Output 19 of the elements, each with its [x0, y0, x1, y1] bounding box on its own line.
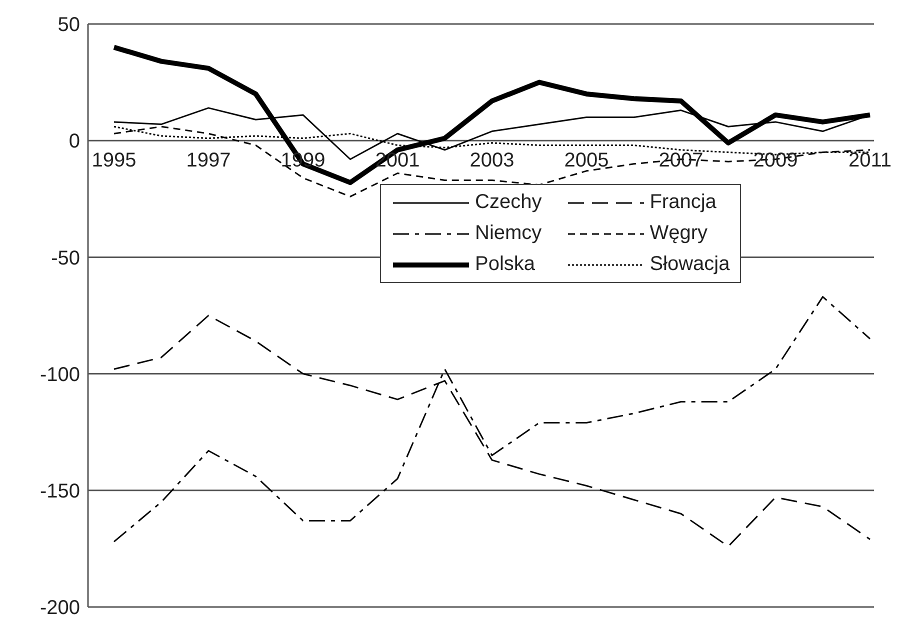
legend-label: Czechy [475, 191, 542, 214]
x-tick-label: 2005 [564, 150, 609, 172]
y-tick-label: -200 [40, 597, 80, 620]
x-tick-label: 1997 [186, 150, 231, 172]
legend-label: Francja [650, 191, 716, 214]
x-tick-label: 2007 [658, 150, 704, 172]
legend-label: Niemcy [475, 222, 542, 245]
x-tick-label: 1995 [92, 150, 136, 172]
y-tick-label: 0 [68, 130, 80, 153]
y-tick-label: -150 [40, 480, 80, 502]
legend-label: Słowacja [650, 253, 730, 276]
x-tick-label: 2009 [753, 150, 798, 172]
y-tick-label: 50 [58, 14, 80, 36]
y-tick-label: -100 [40, 364, 80, 386]
legend-label: Polska [475, 253, 536, 276]
x-tick-label: 2003 [470, 150, 514, 172]
y-tick-label: -50 [51, 247, 80, 270]
x-tick-label: 2011 [848, 150, 892, 172]
legend-label: Węgry [650, 222, 708, 245]
